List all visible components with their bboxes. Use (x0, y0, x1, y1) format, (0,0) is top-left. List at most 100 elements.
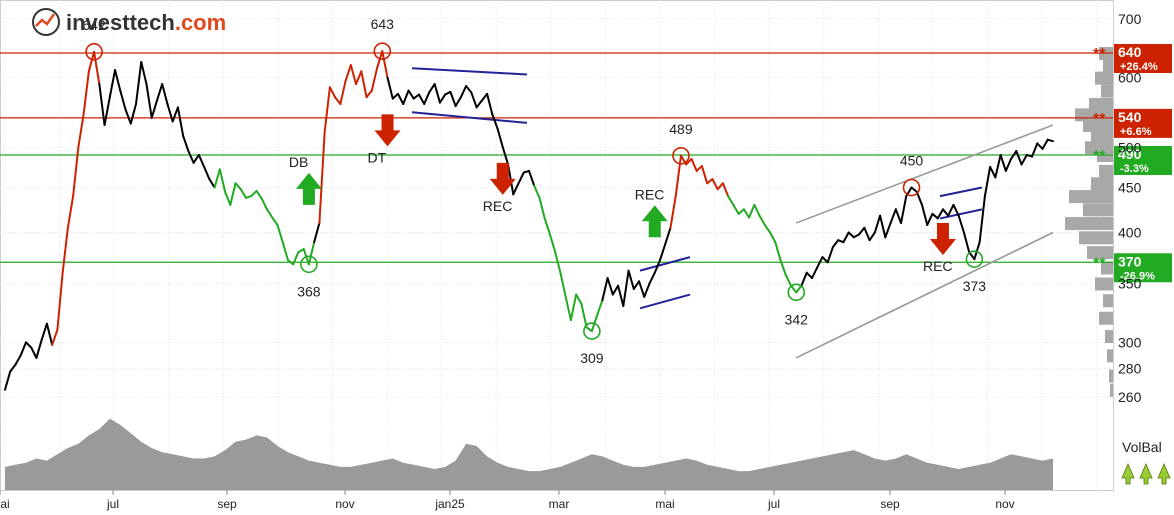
y-tick-label: 300 (1118, 334, 1142, 350)
price-segment (1020, 153, 1028, 166)
price-segment (926, 212, 934, 226)
price-segment (119, 89, 127, 111)
pattern-border (639, 293, 691, 310)
price-segment (229, 182, 237, 206)
price-segment (203, 165, 211, 181)
price-segment (9, 363, 17, 373)
price-segment (124, 108, 132, 125)
price-segment (543, 217, 551, 236)
volume-profile-bar (1083, 119, 1113, 133)
price-segment (271, 216, 279, 226)
price-segment (501, 146, 510, 166)
price-segment (93, 50, 101, 86)
price-segment (234, 182, 242, 191)
price-segment (994, 153, 1002, 179)
volume-profile-bar (1105, 330, 1113, 344)
price-segment (14, 354, 22, 366)
price-segment (569, 293, 578, 322)
level-value: 490 (1118, 146, 1142, 162)
y-tick-label: 280 (1118, 361, 1142, 377)
price-segment (438, 93, 447, 104)
price-segment (983, 165, 992, 198)
price-segment (334, 96, 342, 105)
price-segment (323, 86, 331, 134)
price-segment (664, 226, 672, 246)
trough-marker (787, 283, 806, 302)
level-change: -26.9% (1120, 270, 1155, 282)
volume-area (5, 418, 1053, 490)
price-segment (318, 131, 326, 225)
price-segment (192, 153, 200, 164)
price-segment (56, 271, 64, 331)
chart-grid (0, 0, 1114, 491)
price-segment (187, 150, 195, 164)
price-segment (769, 231, 777, 244)
price-segment (61, 226, 69, 274)
logo-text: investtech (66, 10, 175, 35)
level-change: +6.6% (1120, 126, 1152, 138)
price-segment (879, 214, 887, 239)
price-segment (989, 165, 997, 179)
price-segment (496, 127, 504, 149)
price-segment (921, 203, 929, 226)
trough-marker (965, 250, 984, 268)
volume-profile (1065, 46, 1113, 397)
price-segment (255, 189, 263, 200)
y-tick-label: 600 (1118, 70, 1142, 86)
price-segment (150, 99, 158, 119)
price-segment (224, 190, 232, 206)
price-segment (732, 203, 740, 215)
volume-profile-bar (1069, 190, 1113, 204)
pattern-up-arrow (641, 205, 668, 238)
pattern-down-arrow (489, 162, 516, 195)
price-segment (716, 182, 724, 191)
annotations: 642 643 489 450 368 309 342 373 DB DT REC REC REC (82, 16, 986, 366)
price-segment (239, 188, 248, 199)
price-segment (428, 83, 436, 93)
price-segment (402, 89, 410, 105)
price-segment (370, 67, 379, 92)
price-segment (884, 222, 892, 239)
volume-profile-bar (1095, 277, 1113, 291)
price-segment (548, 233, 557, 254)
volume-profile-bar (1110, 383, 1113, 397)
price-segment (266, 208, 274, 219)
pattern-border (939, 186, 983, 198)
price-segment (894, 208, 903, 225)
pattern-label: REC (483, 198, 513, 214)
price-segment (868, 231, 876, 242)
price-segment (826, 246, 834, 264)
price-segment (103, 96, 111, 127)
volume-profile-bar (1109, 369, 1113, 383)
price-segment (286, 259, 295, 266)
pattern-label: DB (289, 154, 308, 170)
price-segment (339, 79, 347, 105)
peak-label: 450 (900, 153, 924, 169)
channel-upper (795, 124, 1054, 224)
level-star: ** (1093, 46, 1106, 63)
price-segment (727, 195, 735, 206)
price-segment (596, 299, 604, 317)
pattern-border (639, 256, 691, 272)
price-segment (1036, 142, 1044, 150)
price-segment (449, 90, 457, 108)
price-segment (627, 269, 635, 290)
price-segment (831, 239, 840, 249)
volume-profile-bar (1099, 164, 1113, 178)
pattern-border (939, 208, 983, 220)
price-segment (748, 203, 756, 219)
price-segment (218, 168, 227, 193)
level-value: 540 (1118, 109, 1142, 125)
price-segment (213, 168, 221, 189)
price-segment (617, 284, 625, 307)
price-segment (695, 165, 703, 172)
pattern-down-arrow (929, 223, 956, 256)
price-segment (690, 157, 698, 172)
price-segment (161, 83, 169, 105)
volume-profile-bar (1087, 246, 1113, 260)
level-box (1114, 43, 1172, 73)
price-segment (648, 271, 656, 285)
price-segment (685, 157, 693, 166)
trough-label: 309 (580, 350, 604, 366)
level-value: 370 (1118, 253, 1142, 269)
